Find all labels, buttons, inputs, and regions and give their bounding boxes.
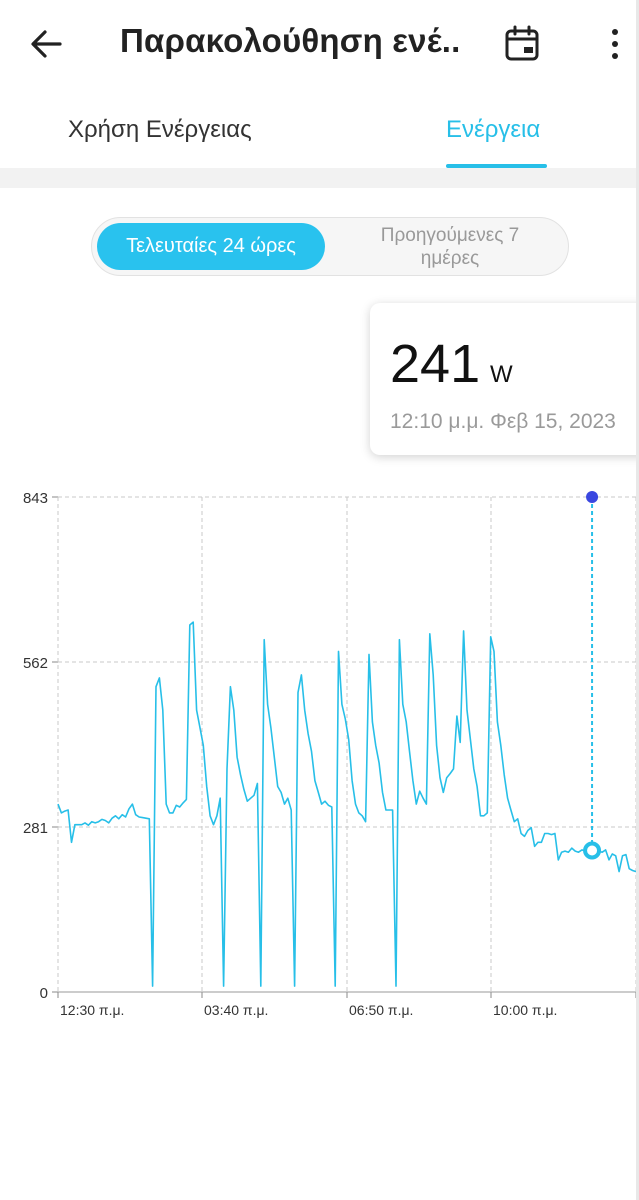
arrow-left-icon bbox=[31, 30, 62, 58]
app-bar: Παρακολούθηση ενέ... bbox=[0, 0, 639, 88]
range-toggle: Τελευταίες 24 ώρες Προηγούμενες 7 ημέρες bbox=[91, 217, 569, 276]
active-tab-indicator bbox=[446, 164, 547, 168]
page-title: Παρακολούθηση ενέ... bbox=[120, 22, 460, 59]
power-line-chart[interactable]: 0 281 562 843 12:30 π.μ. 03:40 π.μ. 06:50 π.μ.… bbox=[0, 480, 639, 1040]
back-button[interactable] bbox=[26, 24, 66, 64]
scroll-edge bbox=[636, 0, 639, 1200]
more-vertical-icon bbox=[612, 29, 618, 59]
data-series-line bbox=[57, 621, 637, 987]
section-divider bbox=[0, 168, 639, 188]
power-chart[interactable]: 0 281 562 843 12:30 π.μ. 03:40 π.μ. 06:50 π.μ.… bbox=[0, 480, 639, 1040]
selected-data-point bbox=[583, 841, 602, 860]
x-tick-label: 12:30 π.μ. bbox=[60, 1002, 124, 1018]
tooltip-time: 12:10 μ.μ. Φεβ 15, 2023 bbox=[390, 410, 616, 433]
y-tick-label: 281 bbox=[23, 820, 48, 837]
tab-energy[interactable]: Ενέργεια bbox=[446, 116, 541, 143]
calendar-button[interactable] bbox=[502, 24, 542, 64]
x-tick-label: 10:00 π.μ. bbox=[493, 1002, 557, 1018]
tooltip-unit: W bbox=[490, 361, 513, 388]
value-tooltip: 241 W 12:10 μ.μ. Φεβ 15, 2023 bbox=[370, 303, 639, 455]
tooltip-value: 241 bbox=[390, 334, 481, 394]
y-tick-label: 562 bbox=[23, 655, 48, 672]
x-tick-label: 06:50 π.μ. bbox=[349, 1002, 413, 1018]
y-tick-label: 0 bbox=[40, 985, 48, 1002]
x-tick-label: 03:40 π.μ. bbox=[204, 1002, 268, 1018]
selection-top-marker bbox=[586, 491, 599, 503]
range-option-7d[interactable]: Προηγούμενες 7 ημέρες bbox=[380, 225, 520, 269]
more-button[interactable] bbox=[600, 24, 630, 64]
range-option-24h[interactable]: Τελευταίες 24 ώρες bbox=[97, 223, 325, 270]
calendar-icon bbox=[505, 25, 539, 61]
tab-bar: Χρήση Ενέργειας Ενέργεια bbox=[0, 88, 639, 168]
y-tick-label: 843 bbox=[23, 490, 48, 507]
tab-energy-usage[interactable]: Χρήση Ενέργειας bbox=[68, 116, 252, 143]
